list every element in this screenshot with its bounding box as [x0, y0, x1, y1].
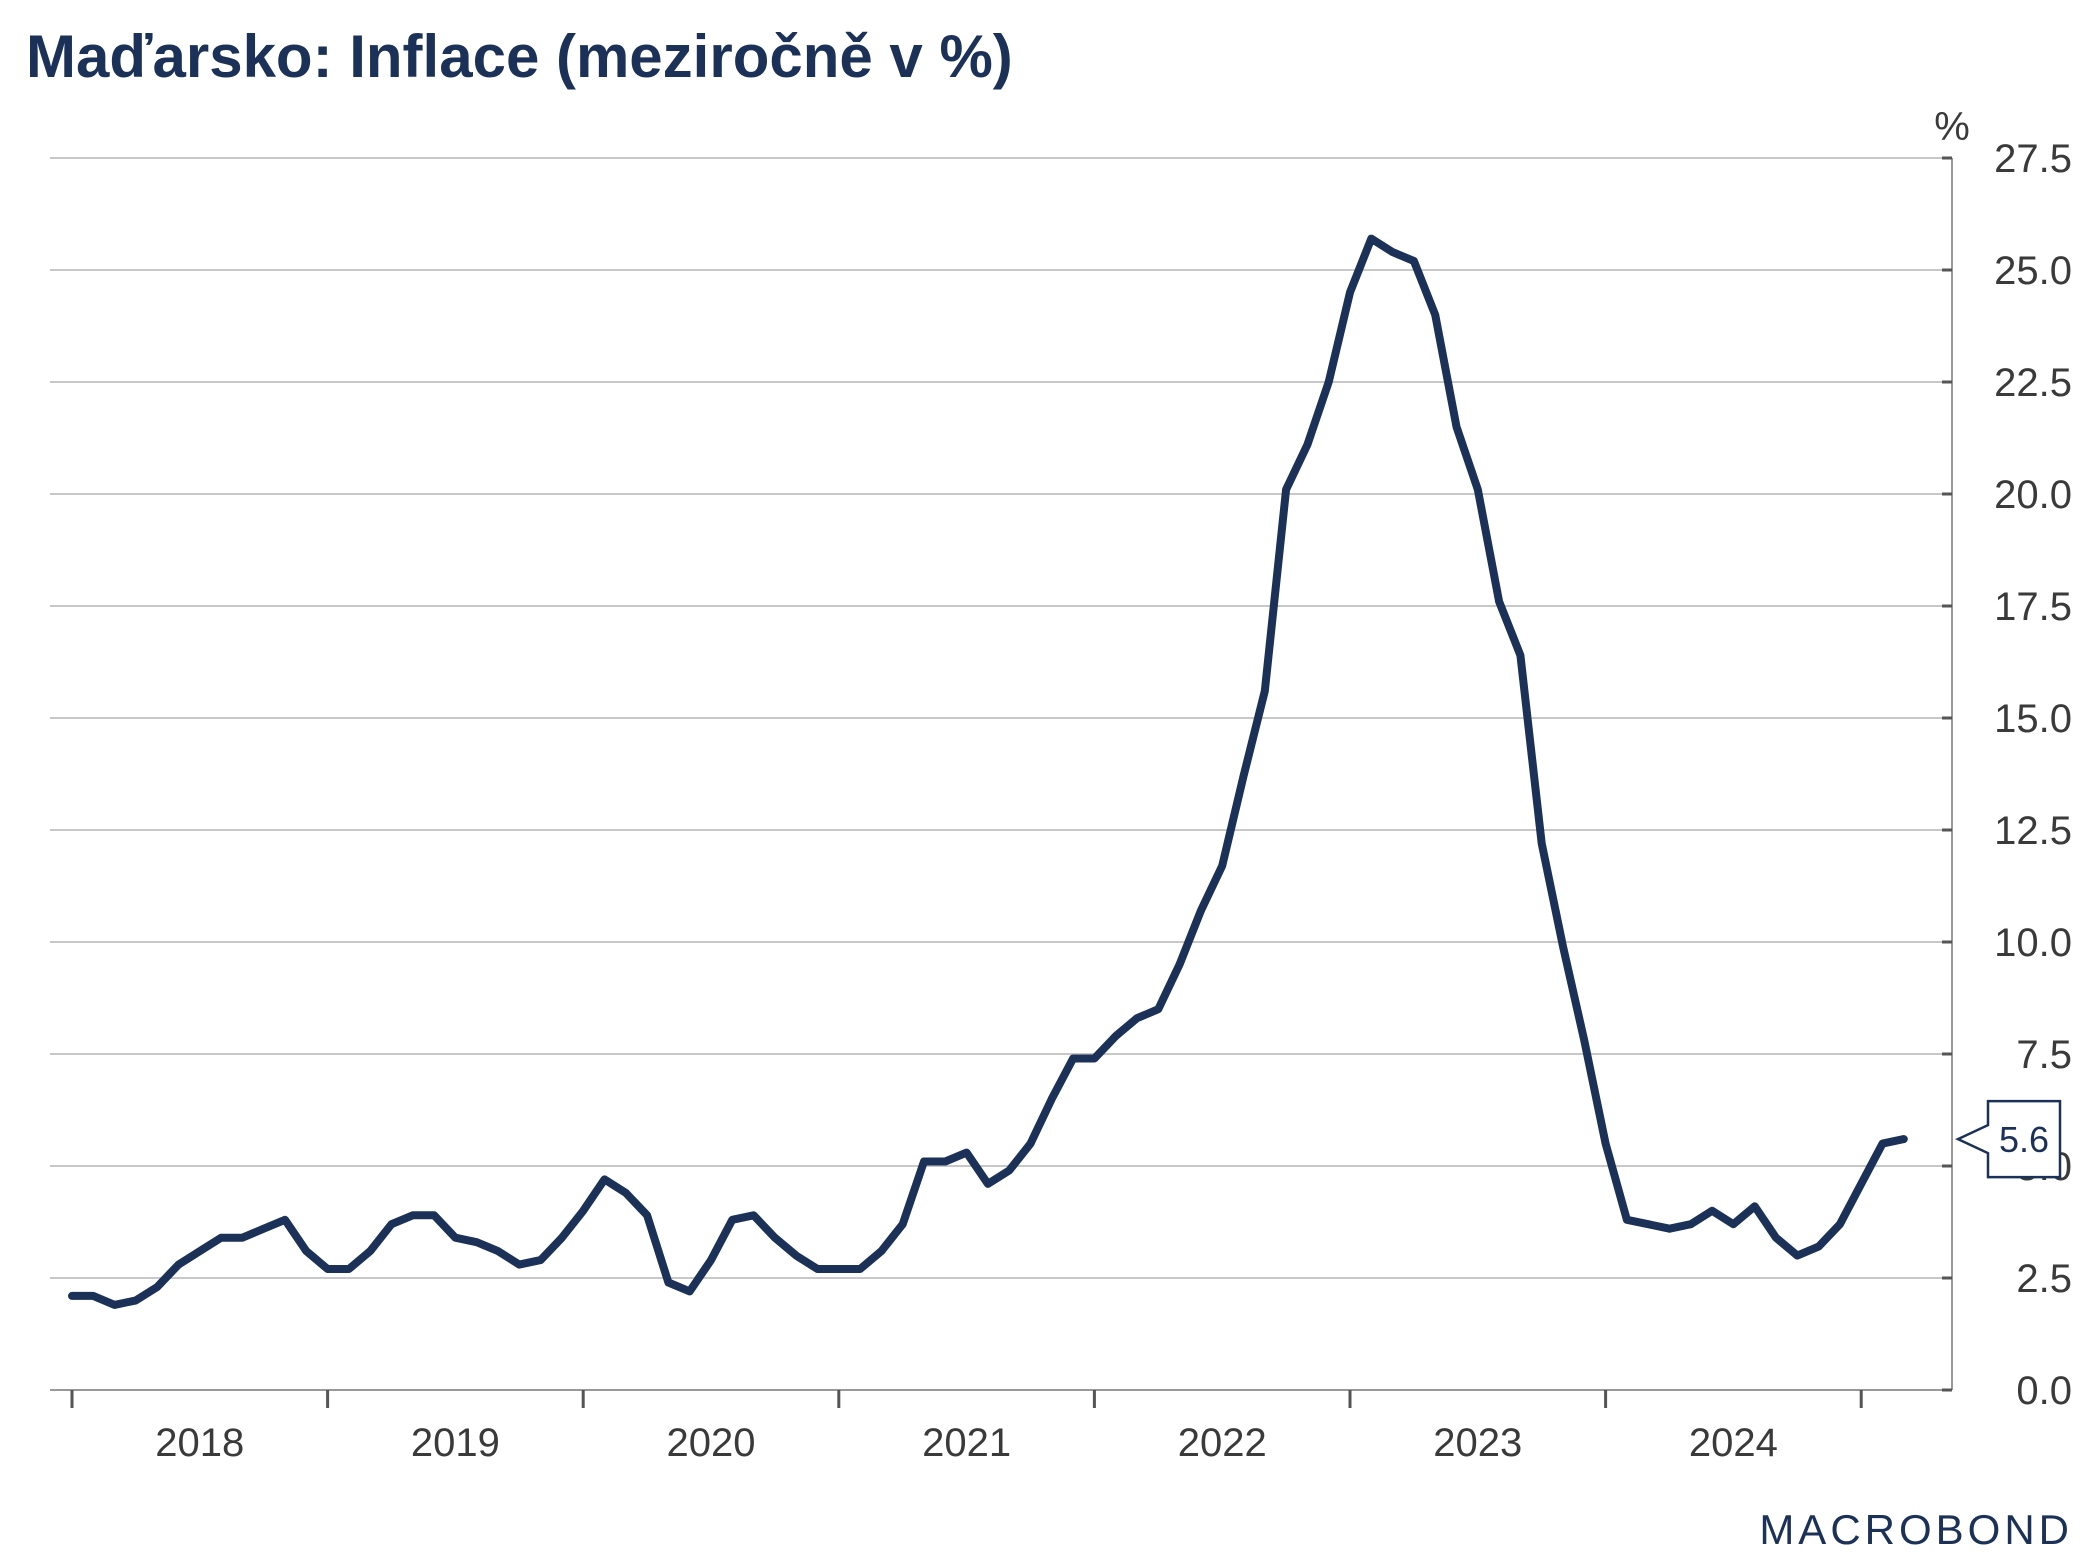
series-line [68, 234, 1908, 1309]
chart-title: Maďarsko: Inflace (meziročně v %) [26, 23, 1013, 90]
x-tick-label: 2019 [411, 1421, 500, 1465]
x-tick-labels: 2018 2019 2020 2021 2022 2023 2024 [70, 1390, 1863, 1465]
y-tick-label: 0.0 [2016, 1369, 2072, 1413]
y-tick-labels: 0.02.55.07.510.012.515.017.520.022.525.0… [1942, 137, 2072, 1413]
macrobond-logo: MACROBOND [1759, 1506, 2073, 1553]
y-tick-label: 7.5 [2016, 1033, 2072, 1077]
last-value-label: 5.6 [1999, 1119, 2049, 1160]
last-value-box [1955, 1099, 2062, 1179]
y-tick-label: 27.5 [1994, 137, 2072, 181]
y-tick-label: 12.5 [1994, 809, 2072, 853]
axes: % [50, 105, 1970, 1391]
y-tick-label: 15.0 [1994, 697, 2072, 741]
x-tick-label: 2021 [922, 1421, 1011, 1465]
y-tick-label: 20.0 [1994, 473, 2072, 517]
y-tick-label: 25.0 [1994, 249, 2072, 293]
x-tick-label: 2023 [1433, 1421, 1522, 1465]
x-tick-label: 2020 [667, 1421, 756, 1465]
x-tick-label: 2022 [1178, 1421, 1267, 1465]
x-tick-label: 2018 [155, 1421, 244, 1465]
last-value-callout: 5.6 [1955, 1099, 2062, 1179]
series-layer [68, 234, 1908, 1309]
y-axis-unit-label: % [1934, 105, 1970, 149]
y-tick-label: 2.5 [2016, 1257, 2072, 1301]
x-tick-label: 2024 [1689, 1421, 1778, 1465]
grid-lines [50, 157, 1952, 1279]
y-tick-label: 10.0 [1994, 921, 2072, 965]
y-tick-label: 17.5 [1994, 585, 2072, 629]
y-tick-label: 22.5 [1994, 361, 2072, 405]
